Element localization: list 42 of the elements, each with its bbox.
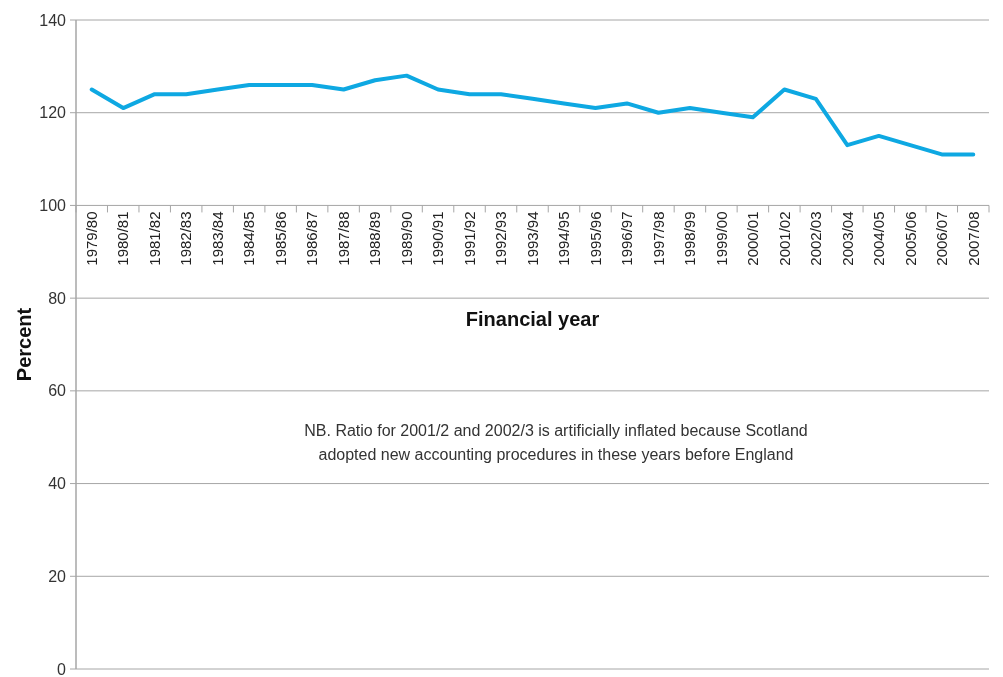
x-tick-label: 2006/07: [933, 211, 951, 266]
x-tick-label: 1988/89: [366, 211, 384, 266]
x-tick-label: 1990/91: [429, 211, 447, 266]
x-tick-label: 1979/80: [82, 211, 100, 266]
x-tick-label: 1984/85: [240, 211, 258, 266]
y-tick-label: 80: [48, 289, 67, 307]
x-tick-label: 1993/94: [523, 211, 541, 266]
x-tick-label: 1991/92: [460, 211, 478, 266]
y-axis-title: Percent: [13, 307, 35, 382]
x-tick-label: 1994/95: [555, 211, 573, 266]
x-tick-label: 1986/87: [303, 211, 321, 266]
x-tick-label: 2003/04: [838, 211, 856, 266]
x-tick-label: 2002/03: [807, 211, 825, 266]
x-tick-label: 1980/81: [114, 211, 132, 266]
x-tick-label: 2001/02: [775, 211, 793, 266]
x-tick-label: 2007/08: [964, 211, 982, 266]
x-tick-label: 1995/96: [586, 211, 604, 266]
x-tick-label: 1998/99: [681, 211, 699, 266]
x-tick-label: 1989/90: [397, 211, 415, 266]
y-tick-label: 140: [39, 11, 67, 29]
x-tick-label: 2000/01: [744, 211, 762, 266]
y-tick-label: 20: [48, 567, 67, 585]
annotation: NB. Ratio for 2001/2 and 2002/3 is artificially inflated because Scotland: [304, 422, 808, 439]
y-tick-label: 40: [48, 475, 67, 493]
y-tick-label: 0: [57, 660, 67, 677]
x-tick-label: 2005/06: [901, 211, 919, 266]
x-tick-label: 1996/97: [618, 211, 636, 266]
x-tick-label: 1992/93: [492, 211, 510, 266]
x-tick-label: 1981/82: [145, 211, 163, 266]
annotation: adopted new accounting procedures in these years before England: [318, 446, 794, 463]
x-tick-label: 1997/98: [649, 211, 667, 266]
line-series: [89, 73, 976, 157]
x-tick-label: 1999/00: [712, 211, 730, 266]
x-tick-label: 2004/05: [870, 211, 888, 266]
x-tick-label: 1985/86: [271, 211, 289, 266]
x-tick-label: 1982/83: [177, 211, 195, 266]
y-tick-label: 100: [39, 197, 67, 215]
y-tick-label: 60: [48, 382, 67, 400]
x-tick-label: 1987/88: [334, 211, 352, 266]
x-tick-label: 1983/84: [208, 211, 226, 266]
y-tick-label: 120: [39, 104, 67, 122]
x-axis-title: Financial year: [465, 308, 600, 331]
